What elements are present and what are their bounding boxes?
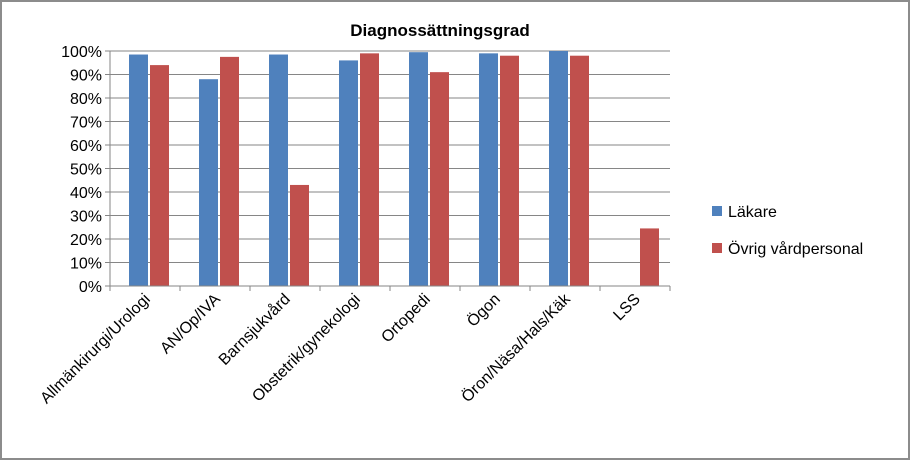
- bar-lakare-0: [129, 54, 148, 287]
- x-category-label: AN/Op/IVA: [157, 291, 224, 358]
- bar-ovrig-6: [570, 55, 589, 287]
- x-category-label: Ögon: [463, 290, 503, 330]
- y-axis: 0% 10% 20% 30% 40% 50% 60% 70% 80% 90% 100%: [61, 44, 111, 296]
- y-tick-label: 40%: [70, 185, 102, 202]
- bar-lakare-3: [339, 60, 358, 287]
- chart-title: Diagnossättningsgrad: [350, 21, 529, 40]
- bar-lakare-1: [199, 79, 218, 286]
- y-tick-label: 100%: [61, 44, 102, 61]
- y-tick-label: 80%: [70, 91, 102, 108]
- y-tick-label: 30%: [70, 209, 102, 226]
- x-category-label: Barnsjukvård: [215, 290, 294, 369]
- legend-label-ovrig: Övrig vårdpersonal: [728, 240, 863, 258]
- legend: Läkare Övrig vårdpersonal: [712, 204, 863, 258]
- y-tick-label: 90%: [70, 68, 102, 85]
- bar-ovrig-4: [430, 72, 449, 287]
- x-category-label: Allmänkirurgi/Urologi: [37, 291, 153, 407]
- legend-swatch-lakare: [712, 206, 722, 216]
- y-tick-label: 0%: [79, 279, 102, 296]
- bar-ovrig-2: [290, 184, 309, 286]
- y-tick-label: 50%: [70, 162, 102, 179]
- bar-ovrig-1: [220, 56, 239, 286]
- x-category-label: LSS: [610, 291, 643, 324]
- y-tick-label: 10%: [70, 256, 102, 273]
- y-tick-label: 20%: [70, 232, 102, 249]
- bar-ovrig-0: [150, 65, 169, 286]
- x-axis: Allmänkirurgi/Urologi AN/Op/IVABarnsjukvå…: [37, 285, 671, 407]
- bar-lakare-2: [269, 54, 288, 287]
- legend-swatch-ovrig: [712, 243, 722, 253]
- bars: [129, 51, 659, 287]
- bar-lakare-5: [479, 53, 498, 286]
- y-tick-label: 60%: [70, 138, 102, 155]
- bar-ovrig-3: [360, 53, 379, 286]
- bar-ovrig-7: [640, 228, 659, 286]
- bar-lakare-4: [409, 52, 428, 286]
- bar-lakare-6: [549, 51, 568, 286]
- legend-label-lakare: Läkare: [728, 204, 777, 221]
- x-category-label: Ortopedi: [378, 291, 433, 346]
- y-tick-label: 70%: [70, 115, 102, 132]
- bar-ovrig-5: [500, 55, 519, 287]
